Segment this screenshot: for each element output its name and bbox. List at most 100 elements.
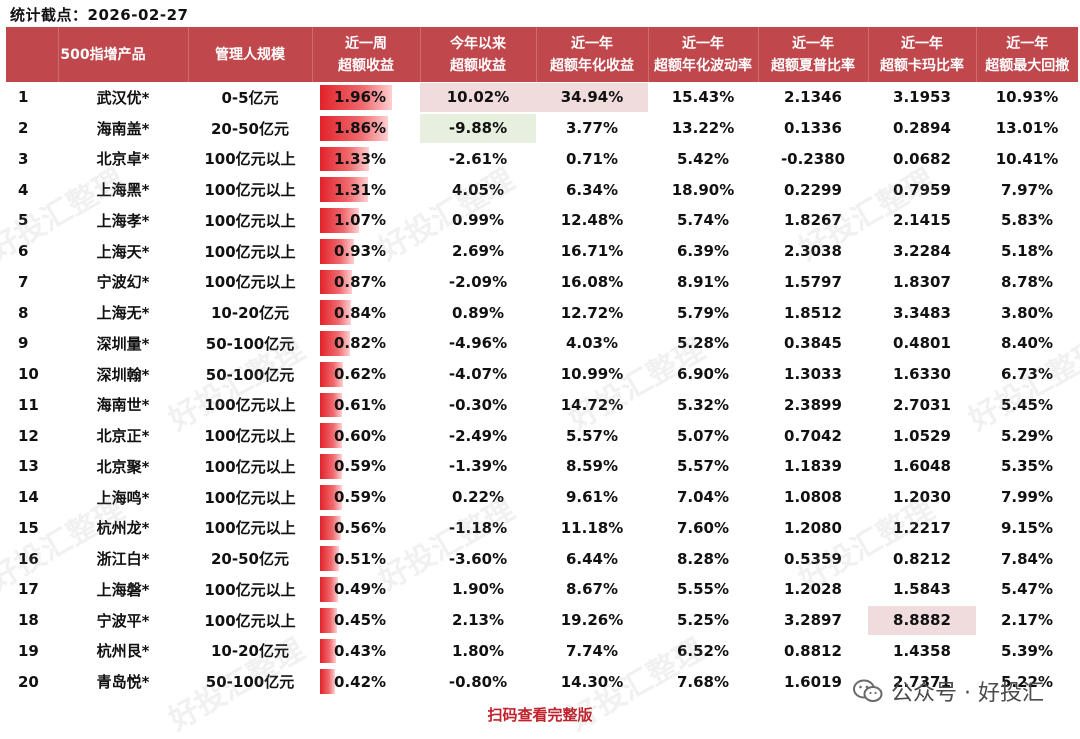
ann-vol-cell: 5.42% xyxy=(648,144,758,175)
week-excess-cell: 0.42% xyxy=(312,666,420,697)
calmar-value: 0.0682 xyxy=(893,149,951,168)
week-excess-cell: 1.07% xyxy=(312,205,420,236)
max-drawdown-value: 5.29% xyxy=(1000,426,1054,445)
sharpe-cell: 1.2028 xyxy=(758,574,868,605)
ytd-cell: -2.09% xyxy=(420,267,536,298)
manager-scale-cell: 100亿元以上 xyxy=(204,611,296,630)
scan-for-full-version-link[interactable]: 扫码查看完整版 xyxy=(487,706,593,724)
ann-vol-value: 5.74% xyxy=(676,211,730,230)
calmar-value: 1.4358 xyxy=(893,641,951,660)
ann-vol-value: 7.68% xyxy=(676,672,730,691)
ytd-cell: 10.02% xyxy=(420,82,536,113)
rank-cell: 2 xyxy=(18,119,29,138)
rank-cell: 11 xyxy=(18,395,39,414)
rank-cell: 4 xyxy=(18,180,29,199)
week-excess-cell: 0.87% xyxy=(312,267,420,298)
ann-vol-value: 5.25% xyxy=(676,611,730,630)
ytd-value: 2.69% xyxy=(451,242,505,261)
sharpe-value: 0.2299 xyxy=(784,180,842,199)
ann-vol-value: 7.60% xyxy=(676,518,730,537)
ytd-value: 1.90% xyxy=(451,580,505,599)
calmar-cell: 0.7959 xyxy=(868,174,976,205)
week-excess-bar xyxy=(320,454,342,479)
calmar-cell: 3.3483 xyxy=(868,297,976,328)
table-row: 8 上海无* 10-20亿元 0.84% 0.89% 12.72% 5.79% 1.8512 3… xyxy=(6,297,1078,328)
rank-cell: 20 xyxy=(18,672,39,691)
ann-vol-value: 8.91% xyxy=(676,272,730,291)
rank-cell: 3 xyxy=(18,149,29,168)
week-excess-bar xyxy=(320,484,342,510)
rank-cell: 6 xyxy=(18,242,29,261)
ytd-value: 0.89% xyxy=(451,303,505,322)
week-excess-cell: 0.56% xyxy=(312,513,420,544)
calmar-value: 2.7371 xyxy=(893,672,951,691)
ann-vol-value: 5.79% xyxy=(676,303,730,322)
product-name-cell: 宁波平* xyxy=(96,611,150,630)
week-excess-cell: 0.49% xyxy=(312,574,420,605)
product-name-cell: 杭州艮* xyxy=(96,642,150,661)
max-drawdown-cell: 7.99% xyxy=(976,482,1078,513)
calmar-cell: 1.6330 xyxy=(868,359,976,390)
week-excess-bar xyxy=(320,638,336,664)
ytd-cell: -1.18% xyxy=(420,513,536,544)
ytd-value: -1.18% xyxy=(448,518,508,537)
week-excess-cell: 0.60% xyxy=(312,420,420,451)
ann-vol-cell: 5.55% xyxy=(648,574,758,605)
max-drawdown-cell: 8.78% xyxy=(976,267,1078,298)
ann-return-cell: 6.34% xyxy=(536,174,648,205)
sharpe-value: 1.3033 xyxy=(784,365,842,384)
stat-date: 统计截点：2026-02-27 xyxy=(10,6,189,24)
week-excess-value: 0.56% xyxy=(334,518,387,537)
sharpe-cell: -0.2380 xyxy=(758,144,868,175)
max-drawdown-value: 8.78% xyxy=(1000,272,1054,291)
calmar-value: 2.1415 xyxy=(893,211,951,230)
sharpe-value: 2.1346 xyxy=(784,88,842,107)
ytd-value: -4.96% xyxy=(448,334,508,353)
ytd-value: 2.13% xyxy=(451,611,505,630)
week-excess-value: 0.84% xyxy=(334,303,387,322)
ann-return-cell: 10.99% xyxy=(536,359,648,390)
ytd-cell: 2.13% xyxy=(420,605,536,636)
ann-return-value: 10.99% xyxy=(560,365,624,384)
calmar-cell: 2.7031 xyxy=(868,390,976,421)
ytd-value: -0.80% xyxy=(448,672,508,691)
table-row: 4 上海黑* 100亿元以上 1.31% 4.05% 6.34% 18.90% 0.2299 0… xyxy=(6,174,1078,205)
max-drawdown-cell: 5.45% xyxy=(976,390,1078,421)
calmar-cell: 3.2284 xyxy=(868,236,976,267)
sharpe-cell: 1.8512 xyxy=(758,297,868,328)
ann-vol-cell: 5.32% xyxy=(648,390,758,421)
ann-vol-cell: 13.22% xyxy=(648,113,758,144)
week-excess-bar xyxy=(320,515,341,541)
calmar-cell: 2.7371 xyxy=(868,666,976,697)
product-name-cell: 上海磐* xyxy=(96,580,150,599)
table-row: 10 深圳翰* 50-100亿元 0.62% -4.07% 10.99% 6.90% 1.30… xyxy=(6,359,1078,390)
ann-return-cell: 19.26% xyxy=(536,605,648,636)
max-drawdown-value: 5.47% xyxy=(1000,580,1054,599)
week-excess-value: 0.49% xyxy=(334,580,387,599)
sharpe-value: 1.8267 xyxy=(784,211,842,230)
ann-vol-cell: 7.68% xyxy=(648,666,758,697)
manager-scale-cell: 50-100亿元 xyxy=(205,365,295,384)
manager-scale-cell: 100亿元以上 xyxy=(204,150,296,169)
table-header-row: 500指增产品 管理人规模 近一周 超额收益 今年以来 超额收益 近一年 超额年化收益… xyxy=(6,27,1078,82)
ann-return-cell: 4.03% xyxy=(536,328,648,359)
manager-scale-cell: 20-50亿元 xyxy=(211,119,289,138)
manager-scale-cell: 100亿元以上 xyxy=(204,273,296,292)
ann-return-cell: 8.67% xyxy=(536,574,648,605)
brand-text: 公众号 · 好投汇 xyxy=(891,681,1044,706)
header-sharpe: 近一年 超额夏普比率 xyxy=(758,27,869,82)
rank-cell: 13 xyxy=(18,457,39,476)
sharpe-cell: 0.1336 xyxy=(758,113,868,144)
calmar-cell: 1.2217 xyxy=(868,513,976,544)
sharpe-value: 1.6019 xyxy=(784,672,842,691)
product-name-cell: 上海黑* xyxy=(96,181,150,200)
calmar-cell: 0.4801 xyxy=(868,328,976,359)
rank-cell: 7 xyxy=(18,272,29,291)
sharpe-cell: 1.2080 xyxy=(758,513,868,544)
sharpe-value: 0.7042 xyxy=(784,426,842,445)
ann-vol-cell: 5.07% xyxy=(648,420,758,451)
sharpe-cell: 1.5797 xyxy=(758,267,868,298)
ann-vol-cell: 6.90% xyxy=(648,359,758,390)
sharpe-cell: 0.2299 xyxy=(758,174,868,205)
ann-return-value: 5.57% xyxy=(565,426,619,445)
